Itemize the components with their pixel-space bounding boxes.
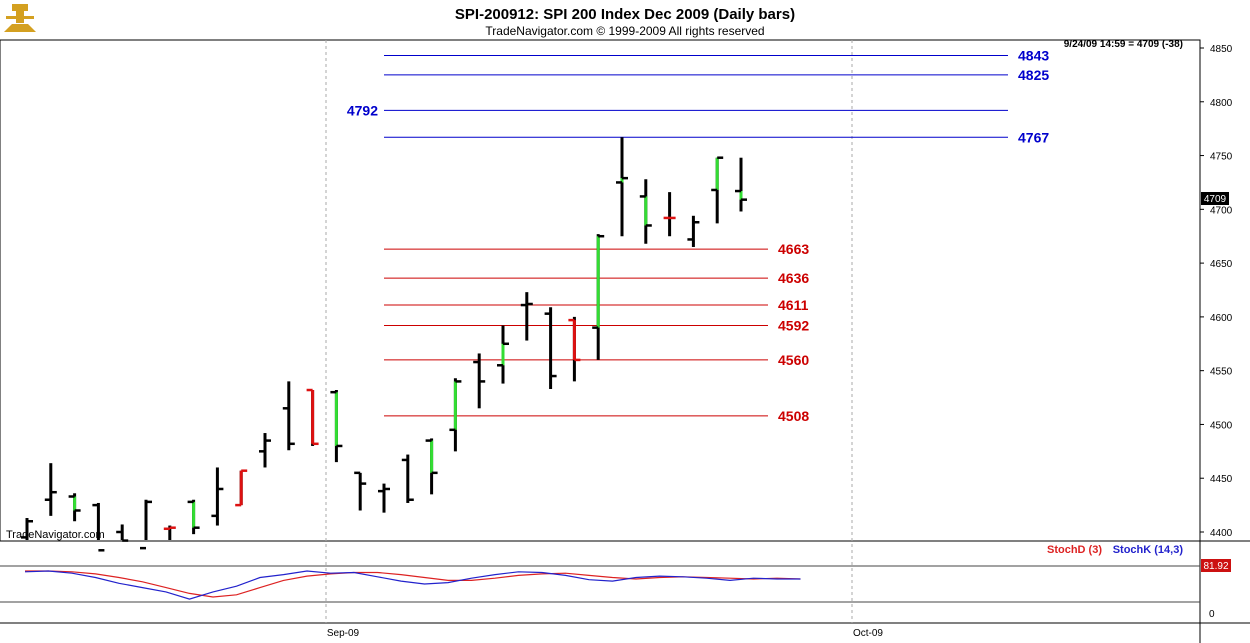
resistance-label: 4843 bbox=[1018, 48, 1049, 64]
last-price-tag bbox=[1201, 192, 1229, 205]
ohlc-bar bbox=[592, 234, 605, 360]
ohlc-bar bbox=[187, 499, 200, 535]
ohlc-bar bbox=[21, 518, 33, 540]
last-price-tag-text: 4709 bbox=[1204, 194, 1227, 205]
ohlc-bar bbox=[449, 378, 462, 452]
support-label: 4592 bbox=[778, 317, 809, 333]
ohlc-bar bbox=[687, 215, 700, 247]
resistance-label: 4825 bbox=[1018, 67, 1049, 83]
x-label-oct: Oct-09 bbox=[853, 628, 883, 639]
indicator-value-tag bbox=[1201, 559, 1231, 572]
stochk-line bbox=[24, 570, 801, 600]
y-tick-label: 4750 bbox=[1210, 152, 1233, 163]
ohlc-bar bbox=[616, 137, 628, 237]
ohlc-bar bbox=[544, 307, 557, 389]
stochk-legend: StochK (14,3) bbox=[1113, 544, 1184, 556]
support-label: 4611 bbox=[778, 297, 809, 313]
ohlc-bar bbox=[378, 483, 390, 513]
y-tick-label: 4500 bbox=[1210, 420, 1233, 431]
ohlc-bar bbox=[520, 292, 533, 341]
support-label: 4560 bbox=[778, 352, 809, 368]
ohlc-bar bbox=[282, 381, 295, 451]
y-tick-label: 4450 bbox=[1210, 474, 1233, 485]
ohlc-bar bbox=[330, 390, 343, 463]
price-axis: 4400 4450 4500 4550 4600 4650 4700 4750 4800 4850 bbox=[1200, 44, 1233, 539]
ohlc-bar bbox=[425, 438, 438, 495]
resistance-label: 4767 bbox=[1018, 129, 1049, 145]
ohlc-bar bbox=[354, 471, 367, 511]
ohlc-bar bbox=[235, 469, 248, 507]
ohlc-bar bbox=[68, 493, 81, 522]
y-tick-label: 4800 bbox=[1210, 98, 1233, 109]
ohlc-bar bbox=[735, 157, 747, 212]
price-panel-frame bbox=[0, 39, 1201, 542]
ohlc-bar bbox=[639, 179, 652, 244]
price-bars bbox=[21, 137, 747, 552]
ohlc-bar bbox=[92, 502, 105, 552]
stochastic-lines bbox=[24, 570, 801, 600]
support-label: 4636 bbox=[778, 270, 809, 286]
ohlc-bar bbox=[663, 192, 676, 237]
watermark: TradeNavigator.com bbox=[6, 529, 105, 541]
y-tick-label: 4650 bbox=[1210, 259, 1233, 270]
ohlc-bar bbox=[401, 454, 414, 503]
x-label-sep: Sep-09 bbox=[327, 628, 360, 639]
stochd-legend: StochD (3) bbox=[1047, 544, 1102, 556]
support-resistance-levels: 4843 4825 4792 4767 4663 4636 4611 4592 4560 4508 bbox=[347, 48, 1050, 424]
last-bar-readout: 9/24/09 14:59 = 4709 (-38) bbox=[1064, 39, 1183, 50]
ohlc-bar bbox=[44, 463, 57, 516]
y-tick-label: 4700 bbox=[1210, 205, 1233, 216]
support-label: 4663 bbox=[778, 241, 809, 257]
ohlc-bar bbox=[473, 353, 486, 409]
indicator-axis-zero: 0 bbox=[1209, 609, 1215, 620]
ohlc-bar bbox=[497, 325, 509, 384]
chart-title: SPI-200912: SPI 200 Index Dec 2009 (Dail… bbox=[455, 6, 795, 23]
y-tick-label: 4400 bbox=[1210, 528, 1233, 539]
ohlc-bar bbox=[568, 316, 581, 382]
trade-navigator-logo-icon bbox=[4, 4, 36, 32]
chart-subtitle: TradeNavigator.com © 1999-2009 All right… bbox=[485, 24, 764, 38]
y-tick-label: 4850 bbox=[1210, 44, 1233, 55]
y-tick-label: 4600 bbox=[1210, 313, 1233, 324]
ohlc-bar bbox=[306, 388, 319, 446]
ohlc-bar bbox=[116, 524, 129, 542]
stochd-line bbox=[25, 570, 801, 598]
ohlc-bar bbox=[211, 467, 224, 526]
support-label: 4508 bbox=[778, 408, 809, 424]
resistance-label: 4792 bbox=[347, 102, 378, 118]
ohlc-bar bbox=[711, 156, 724, 224]
y-tick-label: 4550 bbox=[1210, 367, 1233, 378]
ohlc-bar bbox=[140, 499, 152, 550]
indicator-value-tag-text: 81.92 bbox=[1203, 561, 1228, 572]
ohlc-bar bbox=[259, 433, 271, 468]
ohlc-bar bbox=[163, 525, 176, 540]
